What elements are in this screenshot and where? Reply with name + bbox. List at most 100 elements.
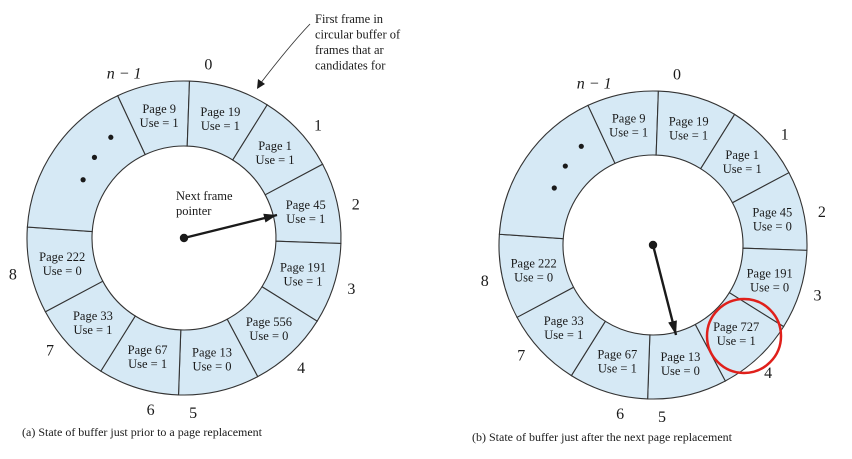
frame-cell (498, 104, 616, 240)
caption-a: (a) State of buffer just prior to a page… (22, 425, 263, 439)
frame-index-label: n − 1 (107, 66, 142, 83)
frame-index-label: 7 (517, 348, 525, 365)
pointer-label: Next frame (176, 189, 233, 203)
ellipsis-dot (578, 143, 584, 149)
frame-index-label: 5 (189, 405, 197, 422)
ellipsis-dot (551, 185, 557, 191)
ellipsis-dot (108, 134, 114, 140)
frame-use-bit: Use = 0 (514, 270, 553, 284)
frame-use-bit: Use = 1 (201, 119, 240, 133)
frame-use-bit: Use = 1 (717, 334, 756, 348)
frame-index-label: 8 (9, 266, 17, 283)
frame-use-bit: Use = 1 (128, 357, 167, 371)
frame-index-label: 5 (658, 409, 666, 426)
frame-index-label: 7 (46, 342, 54, 359)
frame-use-bit: Use = 1 (669, 128, 708, 142)
next-frame-pointer (183, 213, 278, 240)
frame-page-label: Page 1 (725, 148, 759, 162)
annotation-line: circular buffer of (315, 28, 401, 42)
next-frame-pointer (651, 244, 678, 336)
frame-page-label: Page 222 (511, 256, 557, 270)
annotation-line: candidates for (315, 59, 386, 73)
frame-page-label: Page 33 (73, 309, 113, 323)
frame-index-label: 3 (347, 281, 355, 298)
frame-use-bit: Use = 1 (284, 274, 323, 288)
caption-b: (b) State of buffer just after the next … (472, 430, 733, 444)
pointer-label: pointer (176, 204, 212, 218)
ellipsis-dot (91, 154, 98, 160)
frame-index-label: 6 (147, 402, 155, 419)
frame-use-bit: Use = 1 (140, 116, 179, 130)
frame-page-label: Page 45 (286, 198, 326, 212)
frame-page-label: Page 191 (280, 260, 326, 274)
frame-cell (26, 94, 146, 233)
frame-index-label: 1 (781, 126, 789, 143)
annotation-arrow-head (257, 79, 265, 89)
frame-use-bit: Use = 0 (661, 364, 700, 378)
frame-index-label: n − 1 (577, 75, 612, 92)
frame-page-label: Page 556 (246, 315, 292, 329)
frame-use-bit: Use = 1 (256, 153, 295, 167)
frame-page-label: Page 1 (258, 139, 292, 153)
frame-use-bit: Use = 1 (73, 323, 112, 337)
ellipsis-dot (562, 163, 568, 169)
frame-use-bit: Use = 1 (723, 162, 762, 176)
frame-slot-dots (498, 104, 616, 240)
frame-index-label: 1 (314, 118, 322, 135)
frame-page-label: Page 67 (128, 343, 168, 357)
frame-use-bit: Use = 1 (598, 362, 637, 376)
frame-page-label: Page 191 (747, 267, 793, 281)
replaced-frame-highlight (705, 297, 783, 375)
frame-index-label: 4 (297, 360, 305, 377)
ellipsis-dot (80, 177, 86, 183)
annotation-line: First frame in (315, 12, 384, 26)
frame-use-bit: Use = 1 (609, 125, 648, 139)
frame-use-bit: Use = 0 (750, 281, 789, 295)
frame-page-label: Page 67 (597, 348, 637, 362)
frame-page-label: Page 33 (544, 314, 584, 328)
annotation-arrow (259, 23, 311, 85)
frame-page-label: Page 222 (39, 250, 85, 264)
frame-index-label: 6 (616, 406, 624, 423)
next-frame-pointer-head (668, 320, 677, 335)
frame-page-label: Page 19 (669, 114, 709, 128)
frame-use-bit: Use = 0 (43, 264, 82, 278)
frame-index-label: 2 (352, 197, 360, 214)
frame-page-label: Page 45 (752, 206, 792, 220)
frame-index-label: 0 (673, 67, 681, 84)
frame-index-label: 0 (204, 57, 212, 74)
frame-use-bit: Use = 1 (286, 212, 325, 226)
frame-use-bit: Use = 1 (544, 328, 583, 342)
frame-page-label: Page 9 (142, 102, 176, 116)
annotation-line: frames that ar (315, 43, 385, 57)
frame-page-label: Page 13 (192, 345, 232, 359)
frame-page-label: Page 13 (660, 350, 700, 364)
frame-slot-dots (26, 94, 146, 233)
frame-index-label: 3 (813, 287, 821, 304)
frame-use-bit: Use = 0 (753, 220, 792, 234)
frame-page-label: Page 19 (200, 105, 240, 119)
frame-index-label: 2 (818, 204, 826, 221)
frame-page-label: Page 727 (713, 320, 759, 334)
frame-index-label: 4 (764, 365, 772, 382)
next-frame-pointer-head (263, 213, 277, 223)
